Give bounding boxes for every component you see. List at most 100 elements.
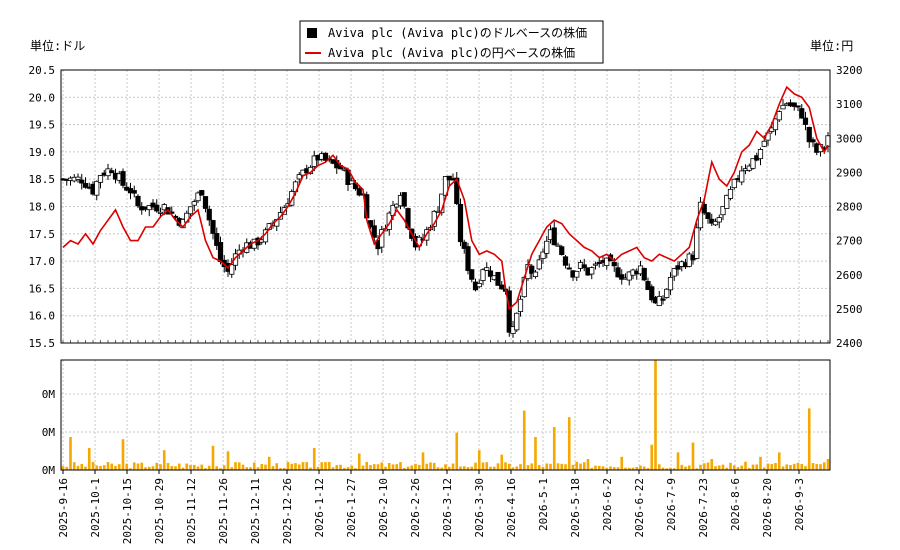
x-tick-label: 2025-10-15 — [121, 478, 134, 544]
volume-bar — [436, 467, 440, 470]
volume-bar — [425, 463, 429, 470]
volume-bar — [234, 462, 237, 470]
candle — [401, 191, 407, 209]
volume-bar — [324, 462, 327, 470]
y-left-tick-label: 15.5 — [29, 337, 56, 350]
volume-bar — [575, 461, 579, 470]
candle — [675, 261, 681, 276]
volume-bar — [826, 459, 830, 470]
volume-bar — [759, 456, 762, 470]
volume-bar — [264, 464, 267, 470]
volume-bar — [444, 464, 447, 470]
candle — [499, 280, 505, 290]
candle — [720, 206, 726, 221]
volume-bar — [189, 465, 192, 470]
volume-bar — [279, 468, 282, 470]
candle-body — [514, 312, 520, 331]
volume-bar — [792, 463, 796, 470]
x-tick-label: 2026-6-2 — [601, 478, 614, 531]
candle — [120, 168, 126, 189]
candle — [529, 264, 535, 280]
candle-body — [555, 244, 561, 247]
volume-bar — [230, 467, 234, 470]
volume-bar — [237, 462, 241, 470]
candle-body — [596, 261, 602, 264]
candle-body — [712, 221, 719, 226]
candle — [671, 267, 677, 281]
candle — [724, 194, 730, 209]
candle — [442, 176, 449, 199]
volume-bar — [766, 463, 770, 470]
candle — [495, 271, 501, 286]
candle — [532, 270, 539, 279]
y-right-tick-label: 2900 — [836, 166, 863, 179]
volume-bar — [99, 465, 102, 470]
volume-bar — [459, 466, 462, 470]
volume-bar — [807, 408, 811, 470]
candle-body — [615, 267, 621, 278]
volume-bar — [672, 468, 676, 470]
volume-bar — [162, 450, 166, 470]
candle-body — [604, 257, 610, 266]
volume-bar — [174, 466, 177, 470]
candle-body — [566, 267, 572, 270]
y-right-tick-label: 2500 — [836, 303, 863, 316]
candle-body — [79, 179, 85, 184]
candle — [371, 219, 377, 244]
volume-bar — [496, 463, 500, 470]
volume-bar — [204, 468, 207, 470]
volume-bar — [275, 463, 279, 470]
x-tick-label: 2026-2-26 — [409, 478, 422, 538]
x-tick-label: 2026-5-18 — [569, 478, 582, 538]
y-right-tick-label: 3000 — [836, 132, 863, 145]
candle-body — [75, 176, 81, 180]
volume-bar — [650, 444, 654, 470]
volume-bars — [61, 360, 830, 470]
candle-body — [802, 117, 809, 125]
candle — [641, 267, 647, 282]
candle-body — [562, 256, 569, 266]
volume-bar — [564, 464, 567, 470]
candle-body — [499, 284, 505, 290]
volume-bar — [294, 463, 297, 470]
volume-bar — [736, 467, 740, 470]
candle — [191, 199, 197, 212]
candle — [94, 180, 100, 201]
volume-bar — [260, 464, 264, 470]
volume-bar — [110, 463, 114, 470]
candle — [517, 295, 524, 317]
candle — [791, 102, 797, 111]
volume-bar — [530, 463, 534, 470]
candle-body — [469, 269, 475, 280]
x-tick-label: 2026-9-3 — [793, 478, 806, 531]
candle-body — [645, 281, 651, 291]
candle-body — [161, 204, 167, 211]
candle-body — [349, 180, 355, 185]
candle — [566, 263, 572, 270]
candle-body — [716, 217, 722, 223]
legend-jpy-label: Aviva plc (Aviva plc)の円ベースの株価 — [328, 45, 575, 60]
y-left-tick-label: 20.5 — [29, 64, 56, 77]
x-tick-label: 2026-3-12 — [441, 478, 454, 538]
volume-bar — [219, 468, 222, 470]
volume-bar — [474, 462, 477, 470]
candle — [649, 284, 655, 303]
volume-bar — [631, 467, 635, 470]
volume-bar — [402, 467, 406, 470]
volume-bar — [432, 462, 436, 470]
candle — [739, 165, 745, 186]
volume-bar — [785, 464, 789, 470]
candle-body — [495, 271, 501, 286]
candle — [131, 185, 137, 198]
candle — [727, 186, 734, 201]
x-tick-label: 2025-10-29 — [153, 478, 166, 544]
volume-bar — [627, 467, 631, 470]
candle — [802, 111, 809, 131]
volume-bar — [354, 468, 357, 470]
candle — [202, 196, 209, 213]
volume-bar — [706, 462, 710, 470]
candle — [712, 218, 719, 226]
volume-bar — [129, 468, 132, 470]
candle — [574, 270, 580, 282]
volume-bar — [687, 465, 691, 470]
